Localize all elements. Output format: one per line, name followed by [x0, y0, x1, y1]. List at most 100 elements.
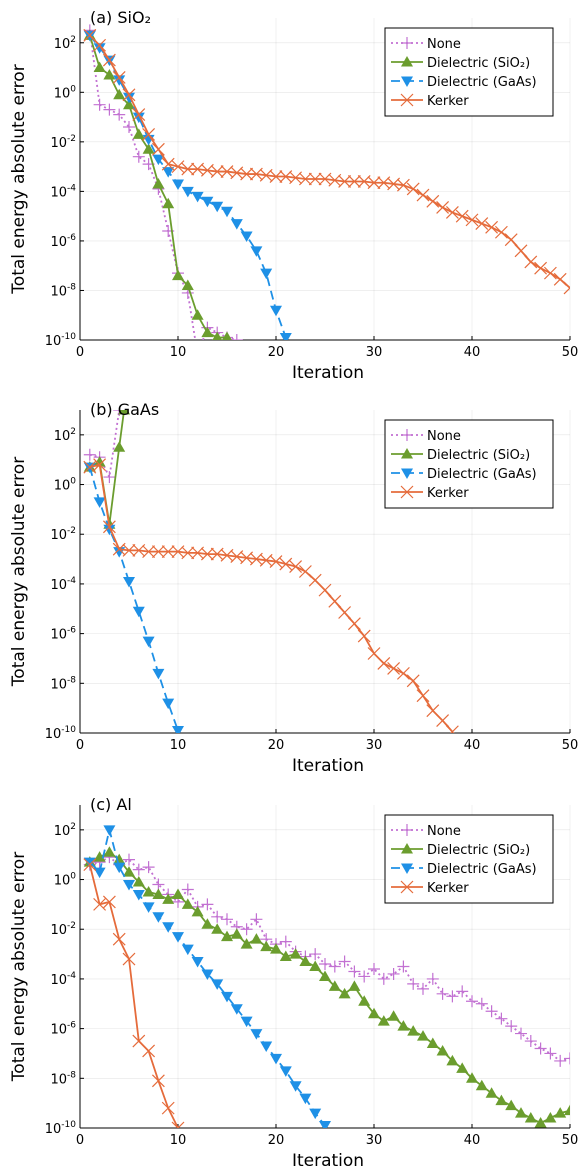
y-tick-label: 10-2	[50, 134, 76, 151]
data-point	[445, 725, 459, 733]
data-point	[210, 165, 224, 178]
data-point	[377, 657, 391, 670]
data-point	[475, 217, 489, 231]
legend-label: None	[427, 824, 461, 839]
data-point	[132, 112, 145, 124]
data-point	[113, 853, 126, 865]
data-point	[308, 172, 322, 186]
x-tick-label: 10	[170, 345, 187, 360]
y-tick-label: 100	[54, 872, 77, 889]
y-tick-label: 102	[54, 822, 76, 839]
data-point	[230, 1004, 243, 1015]
data-point	[319, 1121, 331, 1128]
data-point	[270, 305, 282, 317]
legend-label: None	[427, 37, 461, 52]
data-point	[142, 127, 156, 141]
data-point	[544, 1047, 557, 1060]
legend-marker	[401, 429, 413, 441]
data-point	[161, 1101, 175, 1115]
data-point	[181, 279, 194, 291]
data-point	[171, 1121, 185, 1128]
data-point	[495, 1012, 508, 1025]
x-tick-label: 40	[464, 738, 481, 753]
series-line	[89, 856, 570, 1062]
data-point	[260, 268, 273, 280]
data-point	[465, 213, 479, 227]
legend: None Dielectric (SiO₂) Dielectric (GaAs) Ke…	[384, 419, 554, 509]
x-tick-label: 10	[170, 738, 187, 753]
data-point	[152, 668, 165, 680]
data-point	[118, 410, 131, 415]
data-point	[152, 177, 165, 189]
data-point	[387, 1010, 400, 1021]
legend-marker	[400, 485, 414, 499]
data-point	[279, 333, 292, 340]
data-point	[298, 565, 312, 578]
data-point	[524, 255, 538, 269]
data-point	[103, 524, 116, 536]
y-tick-label: 100	[54, 84, 77, 101]
data-point	[270, 1053, 282, 1065]
data-point	[417, 1030, 429, 1041]
legend: None Dielectric (SiO₂) Dielectric (GaAs) Ke…	[384, 27, 554, 117]
data-point	[93, 851, 106, 862]
data-point	[172, 888, 184, 899]
data-point	[201, 326, 214, 338]
data-point	[319, 958, 331, 971]
data-point	[112, 71, 126, 84]
x-tick-label: 50	[562, 1133, 579, 1148]
data-point	[387, 661, 401, 675]
legend-label: None	[427, 429, 461, 444]
data-point	[123, 880, 135, 891]
y-tick-label: 10-4	[50, 183, 76, 200]
data-point	[328, 594, 342, 608]
data-point	[93, 897, 107, 911]
data-point	[83, 858, 97, 872]
data-point	[534, 1042, 547, 1055]
data-point	[142, 545, 156, 559]
data-point	[142, 1044, 156, 1058]
data-point	[407, 977, 420, 990]
data-point	[524, 1035, 537, 1048]
data-point	[93, 867, 106, 879]
data-point	[113, 441, 126, 452]
data-point	[396, 178, 410, 192]
data-point	[436, 714, 450, 728]
data-point	[113, 88, 126, 100]
data-point	[445, 206, 459, 219]
y-tick-label: 10-10	[45, 1120, 77, 1137]
data-point	[181, 883, 194, 896]
data-point	[505, 1099, 518, 1111]
data-point	[269, 170, 283, 183]
legend-label: Dielectric (GaAs)	[427, 862, 537, 877]
data-point	[279, 935, 292, 948]
series-line	[88, 30, 238, 340]
data-point	[279, 950, 292, 962]
data-point	[250, 1029, 263, 1040]
series	[83, 29, 232, 340]
x-axis-label: Iteration	[292, 363, 364, 383]
data-point	[161, 157, 175, 171]
data-point	[142, 143, 155, 154]
y-axis-label: Total energy absolute error	[9, 457, 29, 687]
data-point	[485, 1087, 498, 1098]
y-tick-label: 102	[54, 427, 76, 444]
data-point	[436, 987, 449, 1000]
data-point	[103, 846, 116, 857]
data-point	[132, 863, 145, 876]
data-point	[456, 1062, 469, 1073]
series	[83, 462, 184, 733]
data-point	[387, 967, 400, 980]
data-point	[93, 61, 106, 73]
data-point	[191, 957, 204, 968]
data-point	[181, 546, 195, 560]
data-point	[192, 349, 204, 361]
data-point	[495, 1094, 508, 1106]
data-point	[534, 1117, 547, 1128]
data-point	[113, 862, 126, 874]
data-point	[151, 142, 165, 156]
legend-marker	[401, 843, 413, 854]
legend-label: Kerker	[427, 486, 469, 501]
data-point	[132, 606, 145, 618]
x-tick-label: 30	[366, 1133, 383, 1148]
